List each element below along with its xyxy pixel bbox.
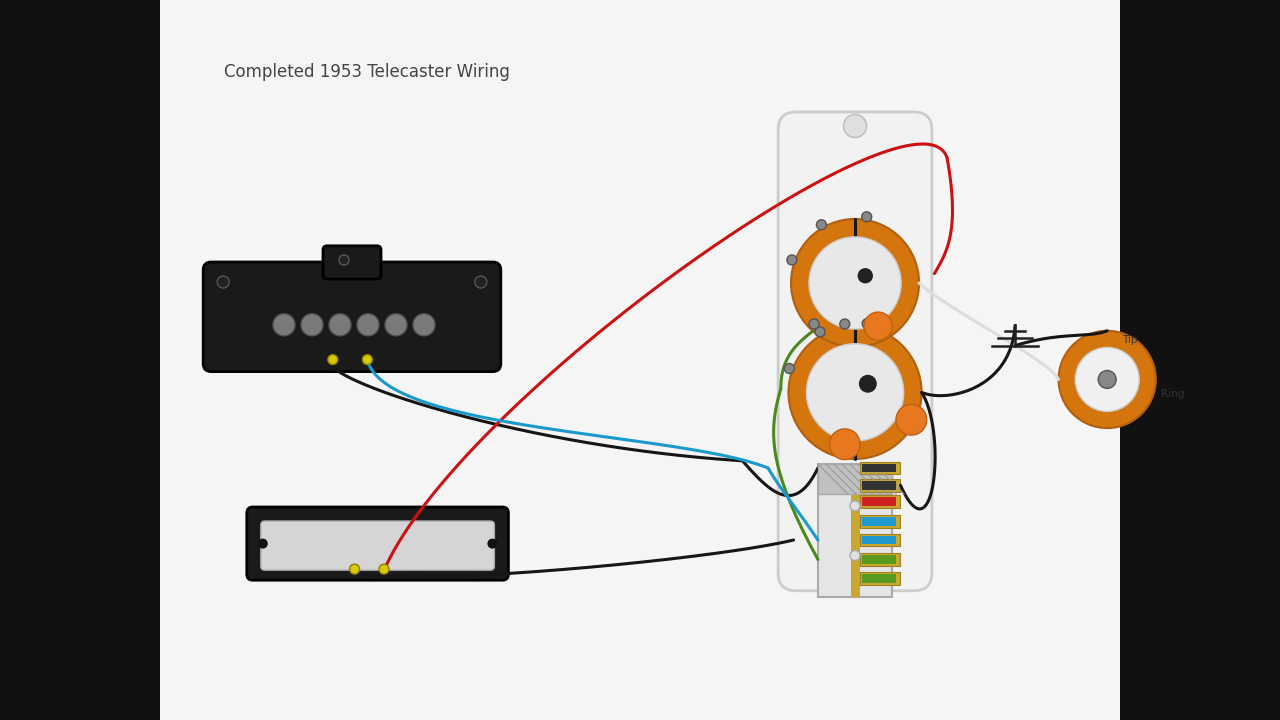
Circle shape xyxy=(1075,348,1139,411)
Circle shape xyxy=(791,219,919,347)
Circle shape xyxy=(850,551,860,560)
Bar xyxy=(861,481,896,490)
Circle shape xyxy=(475,276,486,288)
Circle shape xyxy=(328,355,338,364)
Bar xyxy=(861,464,896,472)
Circle shape xyxy=(861,212,872,222)
FancyBboxPatch shape xyxy=(323,246,381,279)
Circle shape xyxy=(864,312,892,341)
Circle shape xyxy=(385,314,407,336)
Circle shape xyxy=(349,564,360,574)
Text: Completed 1953 Telecaster Wiring: Completed 1953 Telecaster Wiring xyxy=(224,63,509,81)
Circle shape xyxy=(788,326,922,459)
Circle shape xyxy=(339,255,349,265)
Circle shape xyxy=(876,319,886,329)
Bar xyxy=(851,464,860,598)
Bar xyxy=(860,495,901,508)
Circle shape xyxy=(257,539,268,549)
Circle shape xyxy=(809,237,901,329)
Circle shape xyxy=(488,539,498,549)
Text: Ring: Ring xyxy=(1161,389,1184,399)
Circle shape xyxy=(785,364,795,374)
Circle shape xyxy=(850,501,860,510)
Circle shape xyxy=(1059,330,1156,428)
Bar xyxy=(818,464,892,494)
Bar xyxy=(861,536,896,544)
Circle shape xyxy=(787,255,797,265)
Circle shape xyxy=(844,567,867,590)
Circle shape xyxy=(896,405,927,435)
Bar xyxy=(860,515,901,528)
Bar xyxy=(1120,0,1280,720)
Bar xyxy=(860,534,901,546)
FancyBboxPatch shape xyxy=(247,507,508,580)
FancyBboxPatch shape xyxy=(261,521,494,570)
Circle shape xyxy=(379,564,389,574)
Bar xyxy=(860,553,901,566)
Bar xyxy=(160,0,1120,720)
Circle shape xyxy=(859,375,877,392)
Bar xyxy=(861,574,896,582)
Circle shape xyxy=(817,220,827,230)
FancyBboxPatch shape xyxy=(778,112,932,590)
Circle shape xyxy=(844,114,867,138)
Bar xyxy=(861,555,896,564)
Circle shape xyxy=(863,318,872,328)
Circle shape xyxy=(806,343,904,441)
Circle shape xyxy=(218,276,229,288)
Circle shape xyxy=(357,314,379,336)
Circle shape xyxy=(815,327,826,337)
Polygon shape xyxy=(216,270,488,364)
Bar xyxy=(861,517,896,526)
Circle shape xyxy=(829,429,860,459)
Circle shape xyxy=(840,319,850,329)
Circle shape xyxy=(809,319,819,329)
FancyBboxPatch shape xyxy=(204,262,500,372)
Circle shape xyxy=(413,314,435,336)
Bar xyxy=(860,479,901,492)
Circle shape xyxy=(273,314,294,336)
Circle shape xyxy=(329,314,351,336)
Circle shape xyxy=(858,268,873,284)
Circle shape xyxy=(301,314,323,336)
Bar xyxy=(818,464,892,598)
Bar xyxy=(860,462,901,474)
Bar xyxy=(0,0,160,720)
Circle shape xyxy=(362,355,372,364)
Text: Tip: Tip xyxy=(1123,335,1138,345)
Bar xyxy=(861,498,896,506)
Bar xyxy=(860,572,901,585)
Circle shape xyxy=(1098,371,1116,388)
